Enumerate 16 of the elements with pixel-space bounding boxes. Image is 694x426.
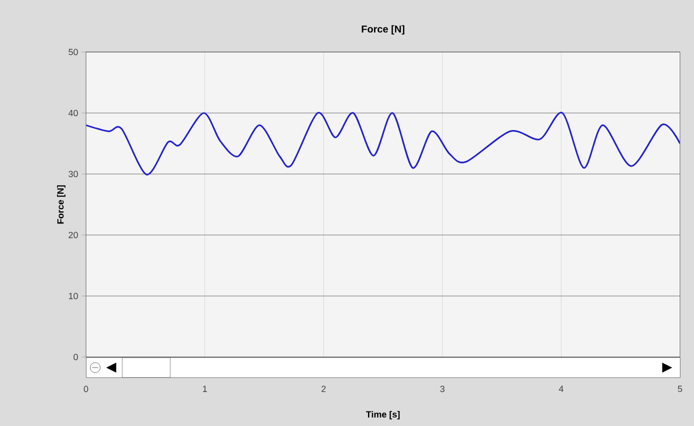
chart-title: Force [N] [362, 25, 404, 34]
y-tick-label: 10 [68, 292, 78, 300]
x-tick-label: 3 [440, 386, 445, 392]
x-tick-label: 5 [678, 386, 682, 392]
x-tick-label: 1 [203, 386, 207, 392]
line-series [86, 112, 680, 176]
y-tick-label: 30 [68, 170, 78, 178]
y-tick-label: 50 [68, 48, 78, 56]
y-tick-label: 20 [68, 232, 78, 238]
y-axis-title: Force [N] [57, 185, 66, 224]
x-tick-label: 2 [322, 386, 326, 392]
y-tick-label: 0 [74, 354, 78, 360]
y-tick-label: 40 [68, 110, 78, 116]
x-axis-title: Time [s] [366, 410, 400, 420]
x-tick-label: 0 [84, 386, 88, 392]
x-tick-label: 4 [558, 386, 564, 392]
